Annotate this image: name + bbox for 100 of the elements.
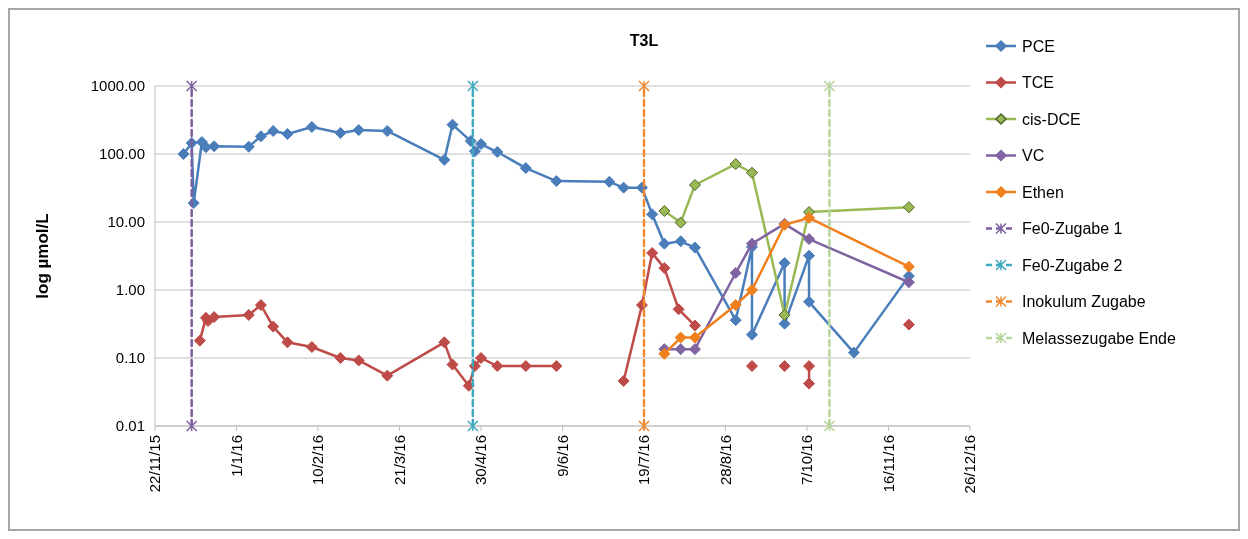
point [823, 80, 836, 92]
point [381, 124, 394, 137]
point [491, 146, 504, 158]
point [438, 153, 451, 166]
point [199, 141, 212, 154]
point [902, 260, 915, 273]
y-tick-label: 0.01 [115, 417, 145, 435]
point [745, 284, 758, 296]
point [475, 138, 487, 151]
point [267, 124, 280, 137]
point [672, 303, 685, 316]
legend-label: Fe0-Zugabe 2 [1022, 256, 1123, 274]
point [352, 354, 365, 367]
point [688, 319, 701, 332]
point [658, 205, 671, 218]
point [745, 360, 758, 373]
point [603, 175, 616, 188]
legend-label: Melassezugabe Ende [1022, 329, 1176, 347]
point [242, 308, 255, 321]
x-tick-label: 16/11/16 [879, 435, 897, 493]
point [688, 179, 701, 191]
point [803, 211, 816, 224]
point [778, 360, 791, 373]
x-tick-label: 26/12/16 [961, 435, 979, 494]
point [281, 127, 294, 140]
legend-label: Fe0-Zugabe 1 [1022, 220, 1123, 238]
x-tick-label: 9/6/16 [553, 435, 571, 477]
legend-label: VC [1022, 147, 1045, 165]
point [729, 314, 742, 327]
point [638, 80, 650, 92]
point [674, 331, 687, 344]
point [729, 299, 742, 312]
point [658, 347, 671, 360]
point [177, 148, 190, 160]
point [617, 181, 630, 194]
point [646, 208, 659, 221]
point [550, 360, 563, 373]
x-tick-label: 21/3/16 [390, 435, 408, 486]
point [267, 320, 280, 333]
x-tick-label: 7/10/16 [798, 435, 816, 486]
x-tick-label: 28/8/16 [716, 435, 734, 486]
point [462, 379, 475, 392]
point [352, 124, 365, 137]
y-tick-label: 0.10 [115, 349, 145, 367]
point [446, 358, 459, 371]
legend-label: Ethen [1022, 183, 1064, 201]
point [208, 140, 221, 153]
legend-label: TCE [1022, 74, 1054, 92]
point [674, 216, 687, 229]
point [729, 266, 742, 279]
point [803, 249, 816, 262]
point [745, 166, 758, 179]
point [305, 341, 318, 354]
point [902, 276, 915, 289]
point [254, 299, 267, 312]
y-tick-label: 100.00 [99, 145, 145, 163]
point [185, 80, 198, 92]
point [638, 420, 650, 432]
y-tick-label: 1.00 [115, 281, 145, 299]
point [519, 162, 532, 175]
point [847, 346, 860, 359]
legend-label: cis-DCE [1022, 110, 1081, 128]
point [803, 233, 816, 246]
point [674, 235, 687, 248]
point [729, 158, 742, 171]
point [902, 201, 915, 214]
y-tick-label: 1000.00 [90, 77, 145, 95]
point [254, 130, 267, 143]
point [334, 352, 347, 364]
x-tick-label: 1/1/16 [227, 435, 245, 477]
point [823, 420, 836, 432]
legend-label: PCE [1022, 37, 1055, 55]
legend-label: Inokulum Zugabe [1022, 293, 1146, 311]
point [281, 336, 294, 349]
point [688, 241, 701, 254]
point [334, 126, 347, 139]
point [902, 318, 915, 331]
y-axis-title: log µmol/L [33, 213, 52, 299]
point [193, 334, 206, 347]
point [305, 120, 318, 133]
point [646, 247, 659, 259]
point [242, 140, 255, 153]
point [185, 420, 198, 432]
x-tick-label: 19/7/16 [635, 435, 653, 486]
point [467, 420, 479, 432]
point [467, 80, 479, 92]
y-tick-label: 10.00 [107, 213, 145, 231]
chart-title: T3L [629, 32, 659, 49]
x-tick-label: 30/4/16 [472, 435, 490, 486]
point [658, 262, 671, 275]
point [446, 118, 459, 131]
x-tick-label: 22/11/15 [146, 435, 164, 493]
point [438, 336, 451, 349]
x-tick-label: 10/2/16 [309, 435, 327, 486]
point [778, 308, 791, 321]
point [208, 311, 221, 324]
point [381, 369, 394, 382]
point [617, 374, 630, 387]
point [475, 352, 487, 364]
point [778, 256, 791, 269]
